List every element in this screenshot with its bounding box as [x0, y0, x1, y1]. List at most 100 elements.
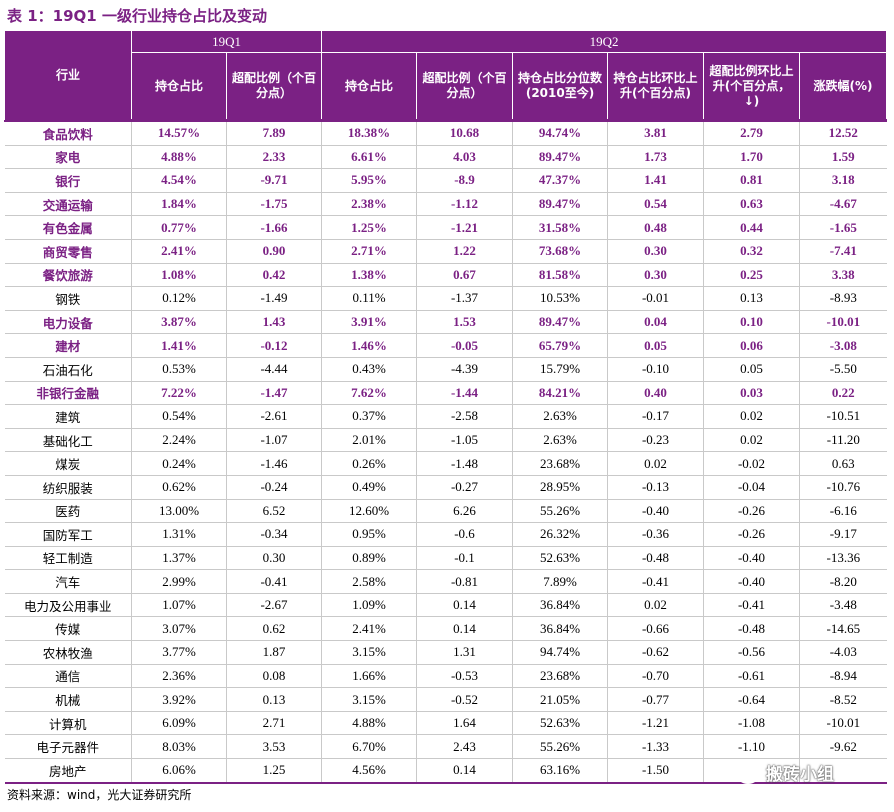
cell-q2-weight: 6.61% — [321, 145, 418, 170]
cell-q2-overweight: 1.22 — [416, 239, 514, 264]
cell-q1-weight: 0.53% — [131, 357, 227, 382]
cell-q1-overweight: 2.33 — [226, 145, 323, 170]
cell-q2-overweight-change: 0.10 — [703, 310, 801, 335]
cell-q2-weight-change: 3.81 — [607, 119, 705, 146]
table-row: 家电 4.88% 2.33 6.61% 4.03 89.47% 1.73 1.70 1.59 — [4, 145, 887, 170]
cell-q1-overweight: 0.62 — [226, 616, 323, 642]
cell-q1-overweight: -2.61 — [226, 404, 323, 429]
cell-q1-weight: 13.00% — [131, 499, 227, 524]
watermark-text: 搬砖小组 — [766, 764, 834, 785]
cell-q2-overweight: 1.31 — [416, 640, 514, 665]
cell-q1-weight: 1.37% — [131, 546, 227, 571]
cell-q2-overweight-change: -1.08 — [703, 711, 801, 736]
cell-return: -3.48 — [799, 593, 887, 618]
cell-q2-overweight: -1.44 — [416, 381, 514, 406]
industry-name: 计算机 — [4, 711, 132, 736]
cell-q2-weight: 1.09% — [321, 593, 418, 618]
cell-q2-weight: 0.89% — [321, 546, 418, 571]
header-return: 涨跌幅(%) — [799, 52, 888, 122]
cell-q2-weight: 18.38% — [321, 119, 418, 146]
cell-q2-percentile: 36.84% — [512, 593, 609, 618]
table-row: 纺织服装 0.62% -0.24 0.49% -0.27 28.95% -0.13 -0.04… — [4, 475, 887, 500]
table-row: 非银行金融 7.22% -1.47 7.62% -1.44 84.21% 0.40 0.03 0… — [4, 381, 887, 406]
cell-q1-overweight: -1.49 — [226, 286, 323, 311]
cell-return: 0.63 — [799, 451, 887, 476]
table-row: 传媒 3.07% 0.62 2.41% 0.14 36.84% -0.66 -0.48 -14.… — [4, 616, 887, 642]
industry-name: 电力及公用事业 — [4, 593, 132, 618]
table-row: 轻工制造 1.37% 0.30 0.89% -0.1 52.63% -0.48 -0.40 -1… — [4, 546, 887, 571]
cell-q2-weight: 1.66% — [321, 664, 418, 689]
industry-name: 传媒 — [4, 616, 132, 642]
cell-q2-weight-change: -0.62 — [607, 640, 705, 665]
cell-q2-percentile: 7.89% — [512, 569, 609, 594]
cell-q2-overweight: -0.81 — [416, 569, 514, 594]
cell-q1-overweight: -1.46 — [226, 451, 323, 476]
cell-q2-overweight: -2.58 — [416, 404, 514, 429]
industry-name: 建筑 — [4, 404, 132, 429]
cell-q2-percentile: 26.32% — [512, 522, 609, 547]
cell-q2-overweight-change: 0.63 — [703, 192, 801, 217]
industry-name: 机械 — [4, 687, 132, 712]
cell-return: -10.51 — [799, 404, 887, 429]
industry-name: 交通运输 — [4, 192, 132, 217]
cell-q2-weight: 2.38% — [321, 192, 418, 217]
cell-return: -4.67 — [799, 192, 887, 217]
industry-name: 家电 — [4, 145, 132, 170]
cell-q2-percentile: 55.26% — [512, 734, 609, 760]
cell-q2-overweight: -1.37 — [416, 286, 514, 311]
table-body: 食品饮料 14.57% 7.89 18.38% 10.68 94.74% 3.81 2.79 1… — [4, 119, 887, 784]
cell-q2-percentile: 21.05% — [512, 687, 609, 712]
cell-return: -11.20 — [799, 428, 887, 453]
cell-return: -10.01 — [799, 310, 887, 335]
cell-q2-weight-change: 0.30 — [607, 263, 705, 288]
table-row: 国防军工 1.31% -0.34 0.95% -0.6 26.32% -0.36 -0.26-… — [4, 522, 887, 547]
cell-q2-overweight: 1.64 — [416, 711, 514, 736]
cell-q2-overweight: 10.68 — [416, 119, 514, 146]
cell-q2-weight: 4.88% — [321, 711, 418, 736]
industry-name: 医药 — [4, 499, 132, 524]
cell-q2-weight: 3.15% — [321, 640, 418, 665]
cell-q2-weight-change: 0.30 — [607, 239, 705, 264]
cell-q1-weight: 2.99% — [131, 569, 227, 594]
cell-q1-weight: 14.57% — [131, 119, 227, 146]
cell-q1-overweight: -1.47 — [226, 381, 323, 406]
cell-q2-overweight-change: -0.26 — [703, 522, 801, 547]
header-q2-overweight-change: 超配比例环比上升(个百分点，↓) — [703, 52, 801, 122]
cell-q1-overweight: 0.08 — [226, 664, 323, 689]
cell-q2-percentile: 28.95% — [512, 475, 609, 500]
cell-q2-percentile: 65.79% — [512, 333, 609, 358]
cell-q2-weight: 4.56% — [321, 758, 418, 784]
cell-q1-weight: 0.77% — [131, 215, 227, 240]
cell-return — [799, 758, 887, 784]
cell-q2-overweight-change: 0.13 — [703, 286, 801, 311]
header-q2-percentile: 持仓占比分位数(2010至今) — [512, 52, 609, 122]
cell-q2-overweight: -8.9 — [416, 168, 514, 193]
industry-name: 银行 — [4, 168, 132, 193]
industry-name: 基础化工 — [4, 428, 132, 453]
cell-q2-weight-change: -0.77 — [607, 687, 705, 712]
cell-q2-percentile: 89.47% — [512, 192, 609, 217]
cell-q2-weight: 1.46% — [321, 333, 418, 358]
cell-q1-overweight: 2.71 — [226, 711, 323, 736]
cell-q2-weight-change: 0.02 — [607, 451, 705, 476]
cell-q2-overweight: 0.67 — [416, 263, 514, 288]
table-title: 表 1：19Q1 一级行业持仓占比及变动 — [7, 7, 267, 25]
cell-q1-weight: 4.88% — [131, 145, 227, 170]
cell-q2-weight-change: 0.54 — [607, 192, 705, 217]
cell-q2-weight-change: -0.48 — [607, 546, 705, 571]
cell-q1-overweight: -4.44 — [226, 357, 323, 382]
cell-return: -3.08 — [799, 333, 887, 358]
cell-q2-weight: 7.62% — [321, 381, 418, 406]
cell-q1-weight: 3.07% — [131, 616, 227, 642]
cell-q2-overweight-change: 0.25 — [703, 263, 801, 288]
cell-q2-weight-change: -1.33 — [607, 734, 705, 760]
industry-name: 农林牧渔 — [4, 640, 132, 665]
header-q1-overweight: 超配比例（个百分点） — [225, 52, 323, 122]
cell-q1-weight: 2.36% — [131, 664, 227, 689]
cell-q1-weight: 0.62% — [131, 475, 227, 500]
cell-q2-overweight: 6.26 — [416, 499, 514, 524]
cell-q2-overweight: -0.53 — [416, 664, 514, 689]
cell-q2-weight-change: 0.05 — [607, 333, 705, 358]
cell-q2-overweight: -1.12 — [416, 192, 514, 217]
cell-q2-weight-change: 1.41 — [607, 168, 705, 193]
